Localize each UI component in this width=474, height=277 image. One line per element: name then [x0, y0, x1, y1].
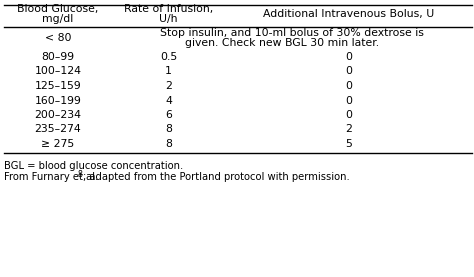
- Text: 0: 0: [345, 96, 352, 106]
- Text: Stop insulin, and 10-ml bolus of 30% dextrose is: Stop insulin, and 10-ml bolus of 30% dex…: [160, 28, 424, 38]
- Text: 0: 0: [345, 66, 352, 76]
- Text: 5: 5: [345, 139, 352, 149]
- Text: 8: 8: [165, 139, 172, 149]
- Text: BGL = blood glucose concentration.: BGL = blood glucose concentration.: [4, 161, 183, 171]
- Text: 1: 1: [165, 66, 172, 76]
- Text: 8: 8: [165, 124, 172, 135]
- Text: mg/dl: mg/dl: [42, 14, 73, 24]
- Text: 4: 4: [165, 96, 172, 106]
- Text: 125–159: 125–159: [35, 81, 82, 91]
- Text: U/h: U/h: [159, 14, 178, 24]
- Text: 0: 0: [345, 52, 352, 62]
- Text: 235–274: 235–274: [35, 124, 82, 135]
- Text: 80–99: 80–99: [41, 52, 74, 62]
- Text: 100–124: 100–124: [35, 66, 82, 76]
- Text: Rate of Infusion,: Rate of Infusion,: [124, 4, 213, 14]
- Text: given. Check new BGL 30 min later.: given. Check new BGL 30 min later.: [185, 38, 379, 48]
- Text: 160–199: 160–199: [35, 96, 82, 106]
- Text: ≥ 275: ≥ 275: [41, 139, 74, 149]
- Text: < 80: < 80: [45, 33, 71, 43]
- Text: 2: 2: [165, 81, 172, 91]
- Text: ; adapted from the Portland protocol with permission.: ; adapted from the Portland protocol wit…: [83, 172, 349, 182]
- Text: 0: 0: [345, 81, 352, 91]
- Text: Additional Intravenous Bolus, U: Additional Intravenous Bolus, U: [263, 9, 434, 19]
- Text: 200–234: 200–234: [35, 110, 82, 120]
- Text: 0.5: 0.5: [160, 52, 177, 62]
- Text: 2: 2: [345, 124, 352, 135]
- Text: 0: 0: [345, 110, 352, 120]
- Text: Blood Glucose,: Blood Glucose,: [18, 4, 99, 14]
- Text: 8: 8: [78, 170, 82, 179]
- Text: 6: 6: [165, 110, 172, 120]
- Text: From Furnary et al.: From Furnary et al.: [4, 172, 98, 182]
